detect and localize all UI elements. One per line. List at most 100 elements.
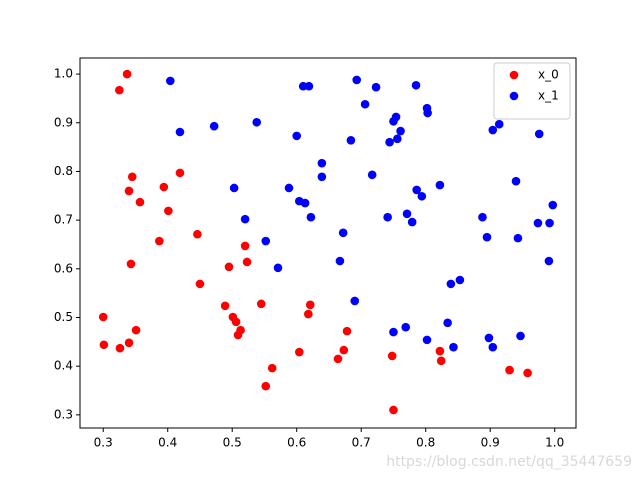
- point: [159, 182, 169, 192]
- point: [435, 346, 445, 356]
- point: [350, 296, 360, 306]
- point: [488, 125, 498, 135]
- point: [229, 183, 239, 193]
- point: [294, 347, 304, 357]
- point: [533, 218, 543, 228]
- point: [387, 351, 397, 361]
- point: [124, 338, 134, 348]
- point: [233, 330, 243, 340]
- point: [339, 345, 349, 355]
- point: [545, 218, 554, 228]
- point: [292, 131, 302, 141]
- point: [455, 275, 465, 285]
- point: [193, 229, 202, 239]
- point: [304, 309, 313, 319]
- point: [98, 312, 108, 322]
- point: [494, 119, 504, 129]
- point: [505, 365, 514, 375]
- watermark: https://blog.csdn.net/qq_35447659: [386, 454, 632, 470]
- point: [122, 69, 132, 79]
- point: [175, 127, 185, 137]
- y-tick-label: 0.3: [54, 407, 73, 421]
- point: [284, 183, 294, 193]
- point: [131, 325, 141, 335]
- point: [261, 236, 271, 246]
- y-tick-label: 0.9: [54, 115, 73, 129]
- legend-marker: [509, 70, 519, 80]
- point: [383, 212, 392, 222]
- y-tick-label: 0.4: [54, 359, 73, 373]
- point: [393, 134, 402, 144]
- point: [342, 326, 352, 336]
- point: [516, 331, 525, 341]
- point: [482, 232, 492, 242]
- point: [352, 75, 362, 85]
- point: [488, 342, 498, 352]
- point: [389, 327, 398, 337]
- point: [511, 176, 521, 186]
- point: [155, 236, 164, 246]
- x-tick-label: 0.7: [352, 436, 371, 450]
- point: [220, 301, 230, 311]
- point: [346, 135, 356, 145]
- point: [240, 214, 250, 224]
- point: [240, 241, 250, 251]
- axes-frame: [79, 57, 577, 429]
- point: [412, 185, 421, 195]
- point: [367, 170, 377, 180]
- point: [402, 209, 412, 219]
- point: [231, 317, 241, 327]
- point: [115, 343, 125, 353]
- point: [417, 191, 427, 201]
- point: [534, 129, 544, 139]
- x-tick-label: 1.0: [545, 436, 564, 450]
- x-tick-label: 0.9: [481, 436, 500, 450]
- point: [411, 80, 421, 90]
- point: [389, 116, 398, 126]
- point: [224, 262, 234, 272]
- point: [252, 117, 262, 127]
- point: [135, 197, 145, 207]
- point: [126, 259, 136, 269]
- point: [389, 405, 398, 415]
- point: [195, 279, 205, 289]
- x-tick-label: 0.5: [223, 436, 242, 450]
- legend-label: x_0: [538, 68, 559, 82]
- y-tick-label: 0.7: [54, 213, 73, 227]
- point: [300, 198, 310, 208]
- point: [436, 356, 446, 366]
- y-tick-label: 0.8: [54, 164, 73, 178]
- legend-marker: [509, 91, 519, 101]
- point: [242, 257, 252, 267]
- point: [401, 322, 411, 332]
- point: [449, 342, 458, 352]
- point: [523, 368, 532, 378]
- point: [256, 299, 266, 309]
- legend-label: x_1: [538, 89, 559, 103]
- point: [422, 335, 432, 345]
- point: [407, 217, 417, 227]
- point: [306, 212, 316, 222]
- point: [165, 76, 175, 86]
- point: [371, 82, 381, 92]
- y-tick-label: 0.6: [54, 261, 73, 275]
- point: [333, 354, 343, 364]
- point: [544, 256, 554, 266]
- point: [124, 186, 134, 196]
- point: [335, 256, 345, 266]
- point: [175, 168, 185, 178]
- x-tick-label: 0.8: [416, 436, 435, 450]
- point: [435, 180, 445, 190]
- y-tick-label: 1.0: [54, 67, 73, 81]
- point: [396, 126, 405, 136]
- point: [446, 279, 456, 289]
- point: [261, 381, 271, 391]
- x-tick-label: 0.4: [158, 436, 177, 450]
- y-tick-label: 0.5: [54, 310, 73, 324]
- point: [305, 300, 315, 310]
- x-tick-label: 0.3: [94, 436, 113, 450]
- point: [209, 121, 219, 131]
- point: [513, 233, 523, 243]
